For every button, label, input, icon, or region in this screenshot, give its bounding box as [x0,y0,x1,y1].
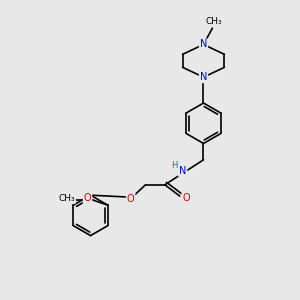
Text: N: N [200,40,207,50]
Text: N: N [200,72,207,82]
Text: H: H [171,161,178,170]
Text: CH₃: CH₃ [206,17,222,26]
Text: CH₃: CH₃ [58,194,75,203]
Text: O: O [84,194,92,203]
Text: O: O [182,194,190,203]
Text: O: O [127,194,134,204]
Text: N: N [179,166,186,176]
